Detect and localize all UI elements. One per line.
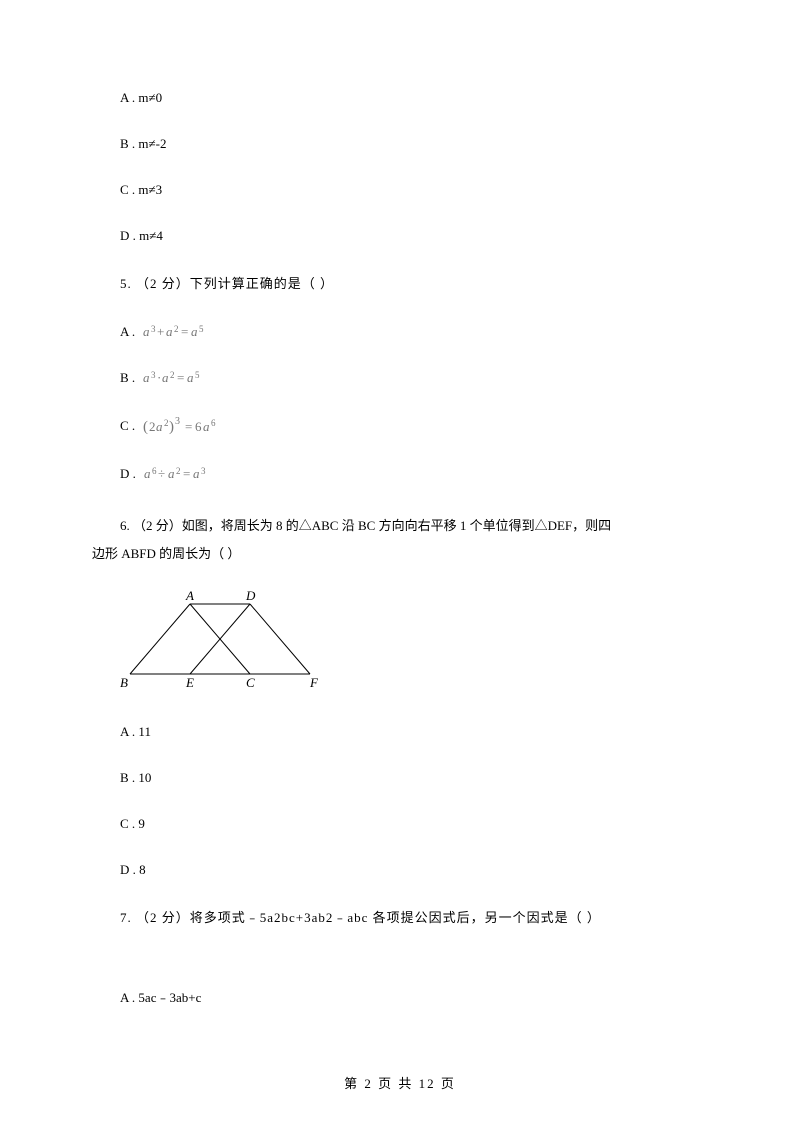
formula-c-icon: ( 2 a 2 ) 3 = 6 a 6 [143, 416, 243, 436]
svg-text:(: ( [143, 419, 148, 435]
q6-line2: 边形 ABFD 的周长为（ ） [92, 546, 240, 561]
svg-text:a: a [156, 419, 163, 434]
q6-option-d: D . 8 [120, 862, 710, 878]
q5-question: 5. （2 分）下列计算正确的是（ ） [120, 274, 710, 294]
svg-text:a: a [144, 466, 151, 481]
svg-text:2: 2 [174, 324, 179, 334]
label-f: F [309, 675, 319, 689]
q7-question: 7. （2 分）将多项式﹣5a2bc+3ab2﹣abc 各项提公因式后，另一个因… [120, 908, 710, 928]
svg-text:÷: ÷ [158, 466, 165, 481]
svg-text:a: a [203, 419, 210, 434]
svg-text:2: 2 [170, 370, 175, 380]
svg-text:2: 2 [149, 419, 156, 434]
label-c: C [246, 675, 255, 689]
q4-option-b: B . m≠-2 [120, 136, 710, 152]
svg-text:=: = [177, 370, 184, 385]
svg-text:3: 3 [201, 466, 206, 476]
svg-text:2: 2 [164, 418, 169, 428]
svg-text:3: 3 [151, 370, 156, 380]
svg-text:a: a [143, 370, 150, 385]
q5-option-a: A . a 3 + a 2 = a 5 [120, 324, 710, 340]
q5-option-d: D . a 6 ÷ a 2 = a 3 [120, 466, 710, 482]
q6-line1: 6. （2 分）如图，将周长为 8 的△ABC 沿 BC 方向向右平移 1 个单… [92, 512, 710, 541]
q5-option-c: C . ( 2 a 2 ) 3 = 6 a 6 [120, 416, 710, 436]
q5-option-b: B . a 3 · a 2 = a 5 [120, 370, 710, 386]
svg-text:): ) [169, 419, 174, 435]
q6-option-c: C . 9 [120, 816, 710, 832]
svg-text:3: 3 [175, 416, 180, 427]
svg-text:6: 6 [152, 466, 157, 476]
svg-text:a: a [193, 466, 200, 481]
svg-text:5: 5 [199, 324, 204, 334]
svg-text:=: = [181, 324, 188, 339]
q5-d-prefix: D . [120, 466, 136, 482]
q6-question: 6. （2 分）如图，将周长为 8 的△ABC 沿 BC 方向向右平移 1 个单… [92, 512, 710, 569]
svg-text:2: 2 [176, 466, 181, 476]
svg-text:6: 6 [195, 419, 202, 434]
page-content: A . m≠0 B . m≠-2 C . m≠3 D . m≠4 5. （2 分… [0, 0, 800, 1006]
triangle-translation-diagram: A D B E C F [120, 589, 320, 689]
label-a: A [185, 589, 194, 603]
svg-text:a: a [191, 324, 198, 339]
q7-option-a: A . 5ac﹣3ab+c [120, 987, 710, 1006]
svg-text:+: + [157, 324, 164, 339]
q5-b-prefix: B . [120, 370, 135, 386]
svg-text:a: a [143, 324, 150, 339]
label-b: B [120, 675, 128, 689]
svg-text:·: · [157, 370, 161, 385]
page-footer: 第 2 页 共 12 页 [0, 1073, 800, 1092]
q6-option-a: A . 11 [120, 724, 710, 740]
label-d: D [245, 589, 256, 603]
svg-text:a: a [166, 324, 173, 339]
formula-a-icon: a 3 + a 2 = a 5 [143, 324, 223, 340]
label-e: E [185, 675, 194, 689]
q5-c-prefix: C . [120, 418, 135, 434]
formula-b-icon: a 3 · a 2 = a 5 [143, 370, 223, 386]
svg-text:6: 6 [211, 418, 216, 428]
q5-a-prefix: A . [120, 324, 135, 340]
svg-text:a: a [168, 466, 175, 481]
q6-diagram: A D B E C F [120, 589, 710, 694]
svg-text:a: a [187, 370, 194, 385]
formula-d-icon: a 6 ÷ a 2 = a 3 [144, 466, 224, 482]
q4-option-d: D . m≠4 [120, 228, 710, 244]
q4-option-a: A . m≠0 [120, 90, 710, 106]
svg-text:3: 3 [151, 324, 156, 334]
svg-text:=: = [185, 419, 192, 434]
svg-text:a: a [162, 370, 169, 385]
svg-text:=: = [183, 466, 190, 481]
q4-option-c: C . m≠3 [120, 182, 710, 198]
q6-option-b: B . 10 [120, 770, 710, 786]
svg-text:5: 5 [195, 370, 200, 380]
